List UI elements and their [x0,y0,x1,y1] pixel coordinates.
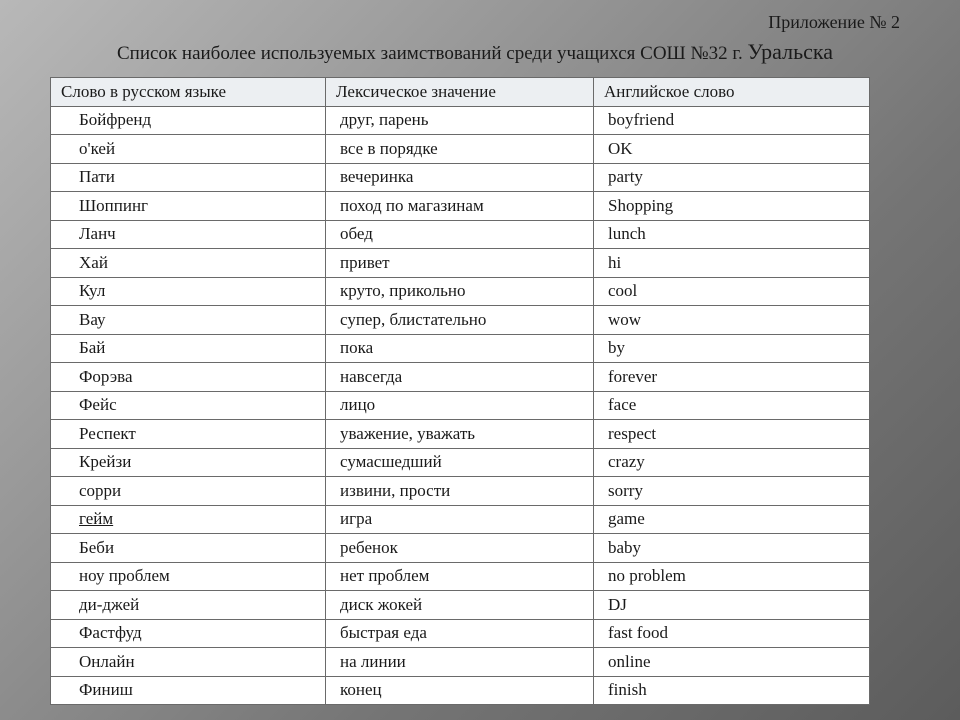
cell-meaning: игра [326,505,594,534]
cell-ru: сорри [51,477,326,506]
table-row: Пативечеринкаparty [51,163,870,192]
cell-meaning: друг, парень [326,106,594,135]
cell-en: sorry [594,477,870,506]
cell-ru: Вау [51,306,326,335]
cell-ru: Хай [51,249,326,278]
cell-meaning: поход по магазинам [326,192,594,221]
cell-ru: Онлайн [51,648,326,677]
table-row: Фастфудбыстрая едаfast food [51,619,870,648]
cell-ru: Бойфренд [51,106,326,135]
cell-meaning: сумасшедший [326,448,594,477]
cell-meaning: вечеринка [326,163,594,192]
cell-ru: ди-джей [51,591,326,620]
cell-en: wow [594,306,870,335]
cell-meaning: извини, прости [326,477,594,506]
cell-en: finish [594,676,870,705]
cell-en: respect [594,420,870,449]
table-row: Ваусупер, блистательноwow [51,306,870,335]
subtitle-part-a: Список наиболее используемых заимствован… [117,43,748,64]
cell-meaning: лицо [326,391,594,420]
cell-ru: гейм [51,505,326,534]
cell-meaning: ребенок [326,534,594,563]
table-row: Кулкруто, прикольноcool [51,277,870,306]
cell-meaning: все в порядке [326,135,594,164]
slide-page: Приложение № 2 Список наиболее используе… [0,0,960,720]
cell-meaning: супер, блистательно [326,306,594,335]
table-row: Фейслицоface [51,391,870,420]
cell-meaning: на линии [326,648,594,677]
cell-meaning: навсегда [326,363,594,392]
cell-meaning: конец [326,676,594,705]
cell-ru: Фейс [51,391,326,420]
cell-en: by [594,334,870,363]
cell-en: forever [594,363,870,392]
table-row: Бойфренддруг, пареньboyfriend [51,106,870,135]
cell-ru: Пати [51,163,326,192]
table-body: Бойфренддруг, пареньboyfriendо'кейвсе в … [51,106,870,705]
page-title: Список наиболее используемых заимствован… [50,39,930,65]
table-row: Шоппингпоход по магазинамShopping [51,192,870,221]
table-row: Финишконецfinish [51,676,870,705]
cell-ru: Фастфуд [51,619,326,648]
table-row: Онлайнна линииonline [51,648,870,677]
cell-en: no problem [594,562,870,591]
table-row: Крейзисумасшедшийcrazy [51,448,870,477]
cell-ru: о'кей [51,135,326,164]
cell-ru: Шоппинг [51,192,326,221]
cell-en: game [594,505,870,534]
cell-en: baby [594,534,870,563]
cell-en: hi [594,249,870,278]
cell-meaning: диск жокей [326,591,594,620]
cell-en: crazy [594,448,870,477]
cell-ru: ноу проблем [51,562,326,591]
cell-en: cool [594,277,870,306]
cell-meaning: быстрая еда [326,619,594,648]
table-row: ди-джейдиск жокейDJ [51,591,870,620]
table-row: геймиграgame [51,505,870,534]
table-row: Респектуважение, уважатьrespect [51,420,870,449]
cell-ru: Респект [51,420,326,449]
col-header-ru: Слово в русском языке [51,78,326,107]
table-row: Форэванавсегдаforever [51,363,870,392]
cell-ru: Крейзи [51,448,326,477]
cell-meaning: обед [326,220,594,249]
table-row: о'кейвсе в порядкеOK [51,135,870,164]
table-row: Ланчобедlunch [51,220,870,249]
cell-ru: Ланч [51,220,326,249]
cell-en: lunch [594,220,870,249]
col-header-meaning: Лексическое значение [326,78,594,107]
cell-ru: Беби [51,534,326,563]
cell-en: boyfriend [594,106,870,135]
cell-ru: Кул [51,277,326,306]
cell-en: online [594,648,870,677]
table-row: ноу проблемнет проблемno problem [51,562,870,591]
cell-en: DJ [594,591,870,620]
col-header-en: Английское слово [594,78,870,107]
cell-ru: Бай [51,334,326,363]
table-header-row: Слово в русском языке Лексическое значен… [51,78,870,107]
table-row: Байпокаby [51,334,870,363]
cell-meaning: уважение, уважать [326,420,594,449]
cell-ru: Финиш [51,676,326,705]
appendix-label: Приложение № 2 [50,12,930,33]
table-row: Бебиребенокbaby [51,534,870,563]
cell-meaning: круто, прикольно [326,277,594,306]
cell-en: party [594,163,870,192]
table-row: сорриизвини, простиsorry [51,477,870,506]
cell-ru: Форэва [51,363,326,392]
cell-en: fast food [594,619,870,648]
cell-meaning: пока [326,334,594,363]
cell-meaning: нет проблем [326,562,594,591]
cell-meaning: привет [326,249,594,278]
loanwords-table: Слово в русском языке Лексическое значен… [50,77,870,705]
cell-en: face [594,391,870,420]
table-row: Хайприветhi [51,249,870,278]
cell-en: Shopping [594,192,870,221]
cell-en: OK [594,135,870,164]
subtitle-part-b: Уральска [748,39,834,64]
